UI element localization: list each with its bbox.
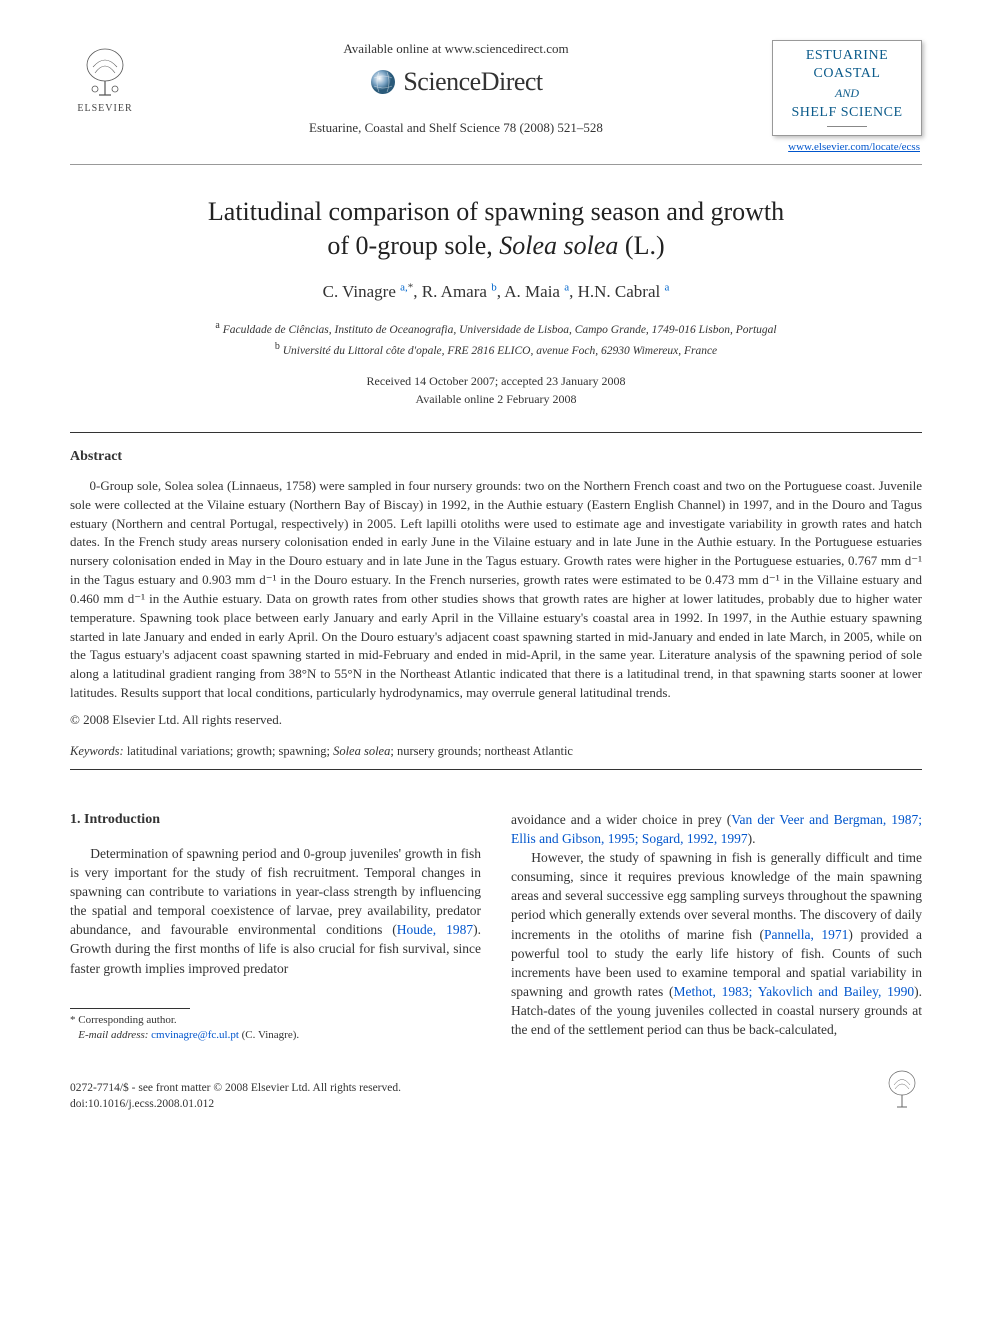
title-line2b: (L.) [618,231,664,260]
elsevier-tree-icon-footer [882,1067,922,1112]
intro-col2-p1-a: avoidance and a wider choice in prey ( [511,812,731,827]
sciencedirect-icon [369,68,397,96]
intro-col2-p1-b: ). [748,831,756,846]
title-line2a: of 0-group sole, [327,231,499,260]
elsevier-logo: ELSEVIER [70,40,140,120]
author-1: C. Vinagre [323,282,396,301]
keywords-text-a: latitudinal variations; growth; spawning… [124,744,333,758]
journal-url-link[interactable]: www.elsevier.com/locate/ecss [772,140,920,155]
abstract-body: 0-Group sole, Solea solea (Linnaeus, 175… [70,477,922,703]
journal-name-1: ESTUARINE [777,47,917,65]
journal-reference: Estuarine, Coastal and Shelf Science 78 … [160,119,752,137]
center-header: Available online at www.sciencedirect.co… [140,40,772,137]
footer-line2: doi:10.1016/j.ecss.2008.01.012 [70,1096,401,1112]
sciencedirect-text: ScienceDirect [403,64,542,100]
page-footer: 0272-7714/$ - see front matter © 2008 El… [70,1067,922,1112]
intro-para-2: However, the study of spawning in fish i… [511,848,922,1040]
section-1-heading: 1. Introduction [70,810,481,830]
title-line1: Latitudinal comparison of spawning seaso… [208,197,784,226]
author-2-affil: b [491,282,497,294]
ref-methot-yakovlich[interactable]: Methot, 1983; Yakovlich and Bailey, 1990 [674,984,915,999]
author-3: A. Maia [504,282,560,301]
abstract-copyright: © 2008 Elsevier Ltd. All rights reserved… [70,711,922,729]
footnote-email-label: E-mail address: [78,1029,148,1041]
authors-line: C. Vinagre a,*, R. Amara b, A. Maia a, H… [70,280,922,304]
affil-a-text: Faculdade de Ciências, Instituto de Ocea… [220,324,777,336]
keywords-line: Keywords: latitudinal variations; growth… [70,743,922,761]
dates-line1: Received 14 October 2007; accepted 23 Ja… [367,374,626,388]
footnote-email-line: E-mail address: cmvinagre@fc.ul.pt (C. V… [70,1028,481,1043]
author-1-corr: * [408,282,414,294]
elsevier-tree-icon [75,45,135,100]
footer-left: 0272-7714/$ - see front matter © 2008 El… [70,1080,401,1112]
journal-cover-box: ESTUARINE COASTAL AND SHELF SCIENCE [772,40,922,136]
abstract-heading: Abstract [70,447,922,467]
corresponding-footnote: * Corresponding author. E-mail address: … [70,1013,481,1044]
header-rule [70,164,922,165]
abstract-bottom-rule [70,769,922,770]
body-columns: 1. Introduction Determination of spawnin… [70,810,922,1044]
affil-b-text: Université du Littoral côte d'opale, FRE… [280,345,717,357]
journal-name-2: COASTAL [777,65,917,83]
article-dates: Received 14 October 2007; accepted 23 Ja… [70,372,922,408]
ref-pannella-1971[interactable]: Pannella, 1971 [764,927,848,942]
author-4: H.N. Cabral [578,282,661,301]
journal-name-3: SHELF SCIENCE [777,104,917,122]
affiliations: a Faculdade de Ciências, Instituto de Oc… [70,318,922,360]
intro-para-1-cont: avoidance and a wider choice in prey (Va… [511,810,922,848]
column-left: 1. Introduction Determination of spawnin… [70,810,481,1044]
journal-name-and: AND [777,85,917,102]
dates-line2: Available online 2 February 2008 [415,392,576,406]
author-1-affil: a, [400,282,408,294]
article-title: Latitudinal comparison of spawning seaso… [70,195,922,263]
footnote-corr: * Corresponding author. [70,1013,481,1028]
footnote-email[interactable]: cmvinagre@fc.ul.pt [148,1029,238,1041]
footnote-rule [70,1008,190,1009]
journal-box-wrapper: ESTUARINE COASTAL AND SHELF SCIENCE www.… [772,40,922,156]
author-3-affil: a [564,282,569,294]
page-header: ELSEVIER Available online at www.science… [70,40,922,156]
keywords-species: Solea solea [333,744,390,758]
abstract-top-rule [70,432,922,433]
ref-houde-1987[interactable]: Houde, 1987 [397,922,473,937]
author-4-affil: a [664,282,669,294]
footnote-email-suffix: (C. Vinagre). [239,1029,299,1041]
elsevier-label: ELSEVIER [77,102,132,116]
intro-para-1: Determination of spawning period and 0-g… [70,844,481,978]
available-online-text: Available online at www.sciencedirect.co… [160,40,752,58]
footer-line1: 0272-7714/$ - see front matter © 2008 El… [70,1080,401,1096]
keywords-text-b: ; nursery grounds; northeast Atlantic [390,744,573,758]
author-2: R. Amara [422,282,487,301]
journal-divider [827,126,867,127]
sciencedirect-logo: ScienceDirect [160,64,752,100]
column-right: avoidance and a wider choice in prey (Va… [511,810,922,1044]
keywords-label: Keywords: [70,744,124,758]
title-species: Solea solea [499,231,618,260]
